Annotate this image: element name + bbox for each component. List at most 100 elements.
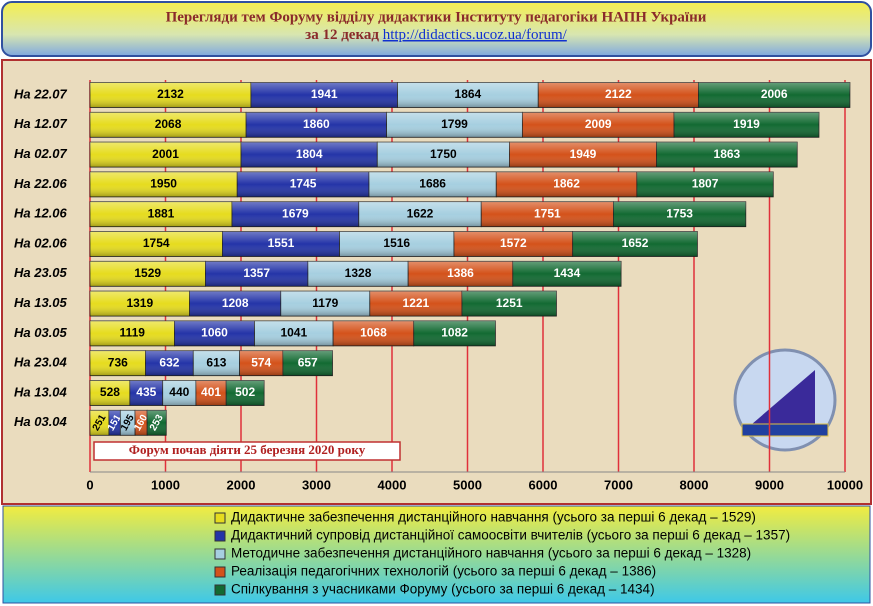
bar-shade [512, 261, 622, 287]
url-link[interactable]: http://didactics.ucoz.ua/forum/ [383, 27, 568, 43]
bar-shade [572, 231, 698, 257]
legend-label: Реалізація педагогічних технологій (усьо… [231, 564, 656, 579]
legend-label: Спілкування з учасниками Форуму (усього … [231, 582, 655, 597]
value-label: 1622 [407, 206, 434, 220]
bar-shade [129, 380, 163, 406]
bar-shade [174, 320, 255, 346]
bar-shade [90, 380, 130, 406]
value-label: 2132 [157, 87, 184, 101]
value-label: 1750 [430, 147, 457, 161]
bar-shade [674, 112, 819, 138]
value-label: 1082 [441, 326, 468, 340]
value-label: 1041 [280, 326, 307, 340]
value-label: 1686 [419, 177, 446, 191]
bar-shade [90, 231, 223, 257]
x-tick-label: 10000 [827, 477, 863, 492]
bar-shade [656, 142, 798, 168]
y-tick-label: На 12.07 [14, 116, 68, 131]
value-label: 1551 [268, 236, 295, 250]
value-label: 1357 [243, 266, 270, 280]
bar-shade [90, 82, 251, 108]
value-label: 1864 [455, 87, 482, 101]
y-tick-label: На 23.05 [14, 265, 68, 280]
value-label: 1679 [282, 206, 309, 220]
legend-label: Методичне забезпечення дистанційного нав… [231, 546, 751, 561]
value-label: 632 [159, 355, 179, 369]
legend-swatch [214, 512, 226, 524]
value-label: 502 [235, 385, 255, 399]
bar-shade [90, 171, 238, 197]
logo [733, 348, 837, 452]
legend-box [2, 505, 871, 604]
value-label: 1328 [345, 266, 372, 280]
y-tick-label: На 13.05 [14, 295, 68, 310]
value-label: 1179 [312, 296, 338, 310]
x-tick-label: 2000 [227, 477, 256, 492]
bar-shade [205, 261, 308, 287]
y-tick-label: На 23.04 [14, 355, 68, 370]
value-label: 1941 [311, 87, 338, 101]
bar-shade [369, 291, 462, 317]
value-label: 2009 [585, 117, 612, 131]
y-tick-label: На 02.07 [14, 146, 68, 161]
value-label: 440 [169, 385, 189, 399]
x-tick-label: 9000 [755, 477, 784, 492]
annotation: Форум почав діяти 25 березня 2020 року [129, 442, 366, 457]
value-label: 1745 [290, 177, 317, 191]
value-label: 1516 [383, 236, 410, 250]
bar-shade [377, 142, 510, 168]
bar-shade [339, 231, 454, 257]
bar-shade [307, 261, 409, 287]
x-tick-label: 5000 [453, 477, 482, 492]
bar-shade [358, 201, 482, 227]
bar-shade [613, 201, 746, 227]
value-label: 528 [100, 385, 120, 399]
value-label: 1529 [134, 266, 161, 280]
value-label: 1860 [303, 117, 330, 131]
bar-shade [333, 320, 414, 346]
legend-swatch [214, 530, 226, 542]
bar-shade [237, 171, 369, 197]
value-label: 2068 [155, 117, 182, 131]
bar-shade [386, 112, 523, 138]
bar-shade [397, 82, 539, 108]
bar-shade [246, 112, 387, 138]
title-line: за 12 декад http://didactics.ucoz.ua/for… [305, 27, 567, 43]
bar-shade [195, 380, 227, 406]
bar-shade [413, 320, 496, 346]
bar-shade [408, 261, 513, 287]
value-label: 1950 [150, 177, 177, 191]
bar-shade [522, 112, 675, 138]
bar-shade [241, 142, 378, 168]
legend-swatch [214, 548, 226, 560]
y-tick-label: На 03.05 [14, 325, 68, 340]
value-label: 435 [136, 385, 156, 399]
annotation-box [93, 441, 401, 461]
y-tick-label: На 03.04 [14, 414, 68, 429]
logo-triangle [745, 370, 815, 430]
value-label: 1119 [120, 326, 146, 340]
x-tick-label: 3000 [302, 477, 331, 492]
bar-shade [90, 201, 233, 227]
value-label: 1881 [148, 206, 175, 220]
value-label: 401 [201, 385, 221, 399]
bar-shade [90, 112, 247, 138]
y-tick-label: На 02.06 [14, 235, 68, 250]
bar-shade [162, 380, 196, 406]
bar-shade [509, 142, 657, 168]
bar-shade [90, 142, 242, 168]
y-tick-label: На 12.06 [14, 206, 68, 221]
x-tick-label: 6000 [529, 477, 558, 492]
bar-shade [135, 410, 148, 436]
value-label: 1434 [554, 266, 581, 280]
value-label: 1804 [296, 147, 323, 161]
value-label: 1208 [222, 296, 249, 310]
bar-shade [538, 82, 699, 108]
y-tick-label: На 22.06 [14, 176, 68, 191]
value-label: 736 [108, 355, 128, 369]
value-label: 1862 [553, 177, 580, 191]
bar-shade [108, 410, 121, 436]
header-box [1, 1, 872, 57]
bar-shade [250, 82, 398, 108]
